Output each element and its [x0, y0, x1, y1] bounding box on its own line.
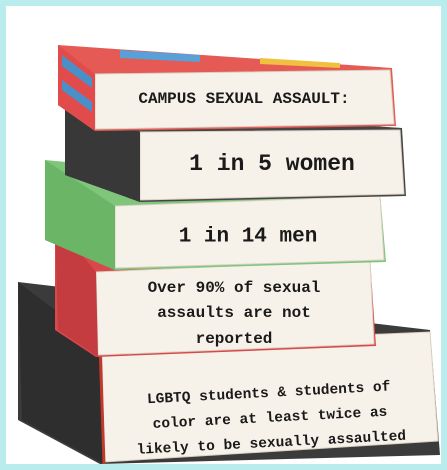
book-text: 1 in 5 women [189, 151, 355, 177]
book-text: CAMPUS SEXUAL ASSAULT: [138, 90, 349, 108]
book-text: Over 90% of sexual [148, 279, 321, 297]
book-text: 1 in 14 men [179, 226, 318, 249]
book: 1 in 5 women [65, 105, 406, 202]
book-spine [18, 282, 104, 464]
book-edge [98, 343, 106, 465]
book-pattern [62, 80, 92, 112]
book: CAMPUS SEXUAL ASSAULT: [58, 45, 396, 131]
book-pattern [260, 58, 340, 68]
book-spine [55, 222, 98, 357]
book-text: reported [196, 330, 273, 348]
book-text: assaults are not [157, 304, 311, 322]
book-pattern [120, 50, 200, 62]
book-spine [45, 160, 115, 270]
book-pattern [62, 55, 92, 88]
